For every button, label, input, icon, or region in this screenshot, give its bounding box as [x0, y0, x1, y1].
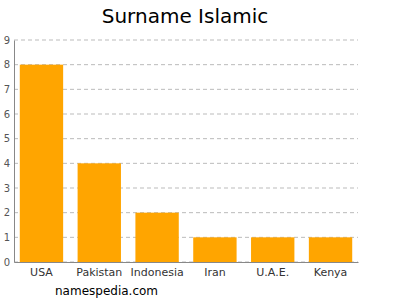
y-tick-label: 1: [4, 232, 10, 243]
y-tick: 5: [4, 133, 14, 144]
y-tick: 6: [4, 109, 14, 120]
x-tick: Iran: [204, 262, 226, 279]
y-tick-label: 7: [4, 84, 10, 95]
y-tick-label: 5: [4, 133, 10, 144]
grid: [14, 40, 358, 262]
y-tick: 3: [4, 183, 14, 194]
x-tick: Indonesia: [130, 262, 183, 279]
y-tick-label: 2: [4, 207, 10, 218]
y-tick: 0: [4, 257, 14, 268]
grid-line: [14, 163, 358, 164]
bar: [309, 237, 352, 262]
y-axis-line: [14, 41, 15, 263]
grid-line: [14, 237, 358, 238]
y-tick: 7: [4, 84, 14, 95]
x-tick-label: Kenya: [314, 266, 348, 279]
y-tick: 1: [4, 232, 14, 243]
bar: [78, 163, 121, 262]
bars: [20, 65, 352, 262]
x-axis-line: [15, 262, 359, 263]
source: namespedia.com: [55, 284, 158, 298]
grid-line: [14, 64, 358, 65]
x-tick-label: Pakistan: [76, 266, 122, 279]
y-tick: 8: [4, 59, 14, 70]
y-tick-label: 0: [4, 257, 10, 268]
x-tick-label: Indonesia: [130, 266, 183, 279]
x-tick: Pakistan: [76, 262, 122, 279]
y-tick-label: 9: [4, 35, 10, 46]
x-tick-label: USA: [30, 266, 53, 279]
bar: [193, 237, 236, 262]
y-axis: 0 1 2 3 4 5 6 7 8 9: [4, 35, 15, 268]
x-tick-label: Iran: [204, 266, 226, 279]
y-tick-label: 4: [4, 158, 10, 169]
y-tick: 9: [4, 35, 14, 46]
bar: [251, 237, 294, 262]
grid-line: [14, 40, 358, 41]
title: Surname Islamic: [102, 4, 268, 28]
grid-line: [14, 212, 358, 213]
y-tick-label: 3: [4, 183, 10, 194]
y-tick-label: 8: [4, 59, 10, 70]
bar: [20, 65, 63, 262]
y-tick: 2: [4, 207, 14, 218]
chart-container: Surname Islamic 0 1 2 3 4 5 6 7 8 9 USA Pakistan Indo…: [0, 0, 400, 300]
grid-line: [14, 138, 358, 139]
chart-svg: Surname Islamic 0 1 2 3 4 5 6 7 8 9 USA Pakistan Indo…: [0, 0, 400, 300]
x-tick-label: U.A.E.: [256, 266, 289, 279]
x-axis: USA Pakistan Indonesia Iran U.A.E. Kenya: [15, 262, 359, 279]
y-tick: 4: [4, 158, 14, 169]
y-tick-label: 6: [4, 109, 10, 120]
grid-line: [14, 188, 358, 189]
x-tick: U.A.E.: [256, 262, 289, 279]
grid-line: [14, 89, 358, 90]
x-tick: USA: [30, 262, 53, 279]
grid-line: [14, 114, 358, 115]
x-tick: Kenya: [314, 262, 348, 279]
bar: [135, 213, 178, 262]
grid-line: [14, 262, 358, 263]
